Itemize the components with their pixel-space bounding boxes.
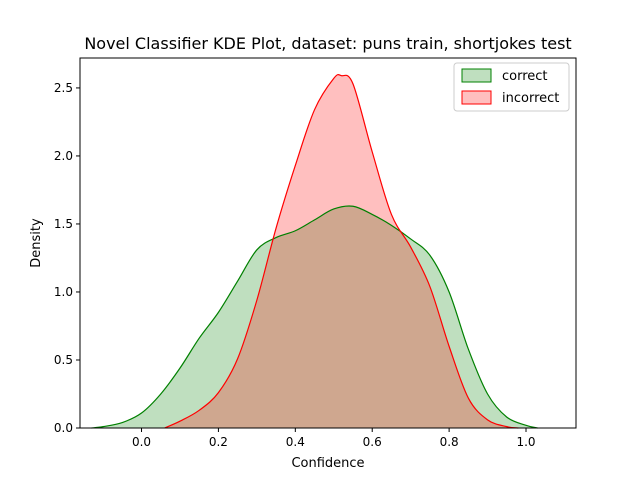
series-area-correct — [91, 205, 538, 428]
legend-label-correct: correct — [502, 69, 548, 84]
plot-area — [91, 73, 538, 429]
x-axis-label: Confidence — [291, 456, 364, 471]
x-tick-label: 0.8 — [440, 435, 459, 449]
y-tick-label: 1.5 — [54, 217, 73, 231]
legend: correct incorrect — [453, 62, 570, 112]
legend-swatch-correct — [461, 68, 492, 83]
x-tick-label: 0.6 — [363, 435, 382, 449]
y-tick-label: 0.0 — [54, 421, 73, 435]
x-tick-label: 0.4 — [286, 435, 305, 449]
x-axis-ticks: 0.0 0.2 0.4 0.6 0.8 1.0 — [132, 428, 536, 449]
series-line-incorrect — [164, 73, 519, 429]
legend-swatch-incorrect — [461, 90, 492, 105]
series-area-incorrect — [164, 74, 519, 428]
y-tick-label: 0.5 — [54, 353, 73, 367]
x-tick-label: 1.0 — [516, 435, 535, 449]
y-tick-label: 2.5 — [54, 81, 73, 95]
series-line-correct — [91, 205, 538, 429]
y-axis-label: Density — [29, 218, 44, 268]
chart-title: Novel Classifier KDE Plot, dataset: puns… — [84, 34, 571, 53]
y-axis-ticks: 0.0 0.5 1.0 1.5 2.0 2.5 — [54, 81, 80, 435]
y-tick-label: 2.0 — [54, 149, 73, 163]
y-tick-label: 1.0 — [54, 285, 73, 299]
legend-label-incorrect: incorrect — [502, 91, 559, 106]
x-tick-label: 0.0 — [132, 435, 151, 449]
axes-frame — [79, 57, 577, 429]
legend-box — [453, 62, 570, 112]
x-tick-label: 0.2 — [209, 435, 228, 449]
